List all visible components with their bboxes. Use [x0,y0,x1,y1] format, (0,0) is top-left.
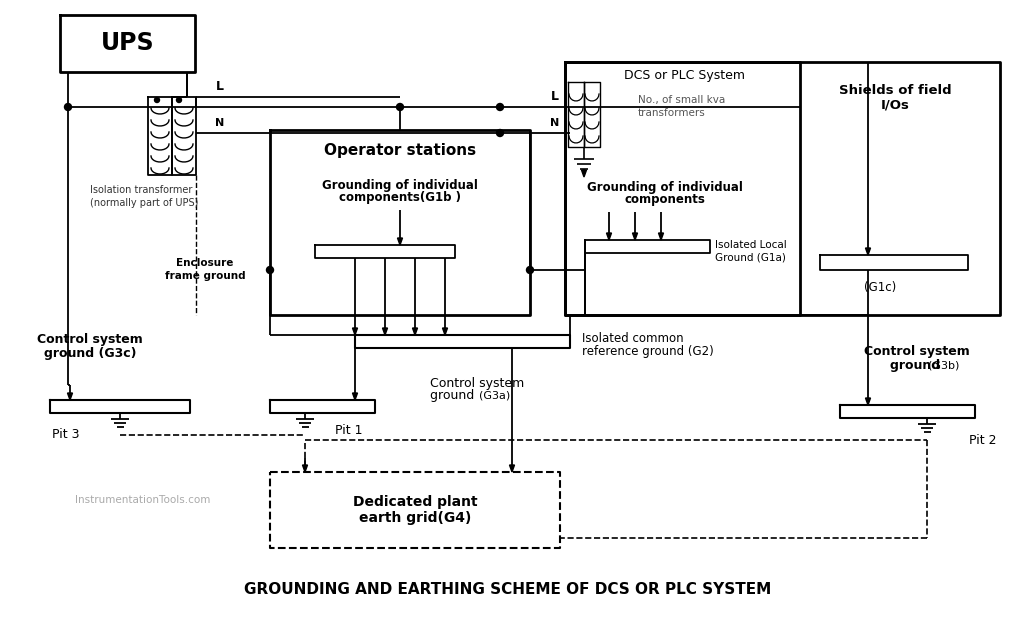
Text: L: L [551,91,559,104]
Polygon shape [633,233,637,240]
Text: Isolated common: Isolated common [582,332,684,346]
Circle shape [266,266,273,274]
Polygon shape [67,393,72,400]
Text: Control system: Control system [865,346,970,359]
Text: ground (G3c): ground (G3c) [44,346,136,359]
Polygon shape [509,465,514,472]
Polygon shape [866,248,871,255]
Text: (G1c): (G1c) [864,281,896,294]
Circle shape [497,104,504,111]
Polygon shape [382,328,387,335]
Text: InstrumentationTools.com: InstrumentationTools.com [75,495,210,505]
Text: L: L [216,81,224,94]
Text: (G3b): (G3b) [929,361,960,371]
Text: (G3a): (G3a) [479,391,510,401]
Polygon shape [397,238,402,245]
Polygon shape [658,233,663,240]
Text: frame ground: frame ground [165,271,245,281]
Text: ground: ground [430,389,479,402]
Circle shape [497,129,504,136]
Polygon shape [607,233,612,240]
Polygon shape [443,328,447,335]
Text: Dedicated plant: Dedicated plant [353,495,478,509]
Text: Control system: Control system [38,334,143,346]
Text: components(G1b ): components(G1b ) [339,191,461,204]
Polygon shape [581,170,586,177]
Circle shape [526,266,533,274]
Circle shape [396,104,403,111]
Circle shape [64,104,71,111]
Circle shape [154,98,160,102]
Text: earth grid(G4): earth grid(G4) [359,511,471,525]
Text: I/Os: I/Os [881,99,909,111]
Text: Pit 2: Pit 2 [969,434,997,446]
Text: Ground (G1a): Ground (G1a) [715,252,785,262]
Text: Pit 1: Pit 1 [335,424,363,436]
Text: transformers: transformers [638,108,706,118]
Text: Enclosure: Enclosure [177,258,234,268]
Text: DCS or PLC System: DCS or PLC System [625,69,746,82]
Circle shape [177,98,182,102]
Polygon shape [412,328,418,335]
Text: Pit 3: Pit 3 [52,429,79,441]
Text: Isolated Local: Isolated Local [715,240,786,250]
Text: No., of small kva: No., of small kva [638,95,725,105]
Polygon shape [303,465,308,472]
Text: (normally part of UPS): (normally part of UPS) [90,198,198,208]
Text: UPS: UPS [101,31,154,56]
Polygon shape [866,398,871,405]
Text: N: N [215,118,225,128]
Text: Control system: Control system [430,376,524,389]
Text: GROUNDING AND EARTHING SCHEME OF DCS OR PLC SYSTEM: GROUNDING AND EARTHING SCHEME OF DCS OR … [245,582,771,598]
Text: Grounding of individual: Grounding of individual [587,181,743,194]
Text: N: N [551,118,560,128]
Text: Operator stations: Operator stations [324,142,477,158]
Polygon shape [353,393,358,400]
Text: Shields of field: Shields of field [838,84,951,96]
Text: Isolation transformer: Isolation transformer [90,185,192,195]
Polygon shape [353,328,358,335]
Text: ground: ground [890,359,944,372]
Text: components: components [625,194,705,206]
Text: reference ground (G2): reference ground (G2) [582,346,714,359]
Text: Grounding of individual: Grounding of individual [322,179,478,191]
